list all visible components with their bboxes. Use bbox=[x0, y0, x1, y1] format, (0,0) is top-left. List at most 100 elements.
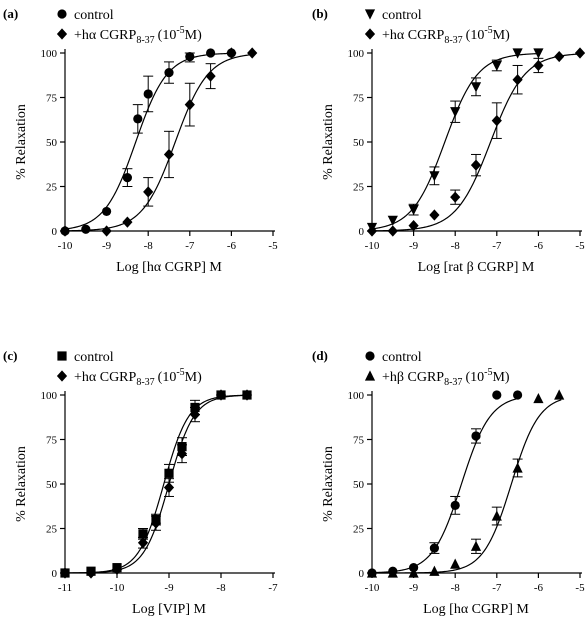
panel-d-series-1-point bbox=[513, 390, 523, 400]
panel-b-series-2-point bbox=[491, 115, 502, 127]
panel-d-label: (d) bbox=[312, 348, 328, 363]
panel-b-series-2-point bbox=[574, 47, 585, 59]
panel-b-ytick-label: 100 bbox=[348, 48, 365, 60]
panel-c-series-2-point bbox=[137, 537, 149, 549]
panel-d-series-2-point bbox=[366, 567, 378, 578]
panel-d-ylabel: % Relaxation bbox=[321, 446, 336, 522]
panel-b-series-2-point bbox=[470, 159, 482, 171]
panel-c-ytick-label: 25 bbox=[46, 524, 58, 536]
panel-b-ylabel: % Relaxation bbox=[321, 104, 336, 180]
panel-b-xlabel: Log [rat β CGRP] M bbox=[418, 260, 535, 275]
panel-b-series-2-point bbox=[450, 191, 461, 203]
panel-a-series-1-fit-curve bbox=[64, 52, 234, 230]
panel-d-xtick-label: -10 bbox=[365, 582, 380, 594]
panel-d-series-1-point bbox=[450, 500, 460, 510]
panel-a: (a) 0 25 50 75 100 -10 -9 -8 -7 -6 -5 Log [hα CGRP] … bbox=[3, 6, 278, 275]
panel-d: (d) 0 25 50 75 100 -10 -9 -8 -7 -6 -5 Log [hα CGRP] … bbox=[312, 348, 585, 617]
panel-c-legend-marker-1 bbox=[57, 351, 67, 361]
panel-a-xlabel: Log [hα CGRP] M bbox=[116, 260, 222, 275]
panel-d-xtick-label: -6 bbox=[534, 582, 544, 594]
panel-a-series-2-point bbox=[184, 99, 195, 111]
panel-c-legend-marker-2 bbox=[56, 370, 68, 382]
panel-c-xtick-label: -11 bbox=[58, 582, 72, 594]
panel-b-ytick-label: 25 bbox=[353, 182, 365, 194]
panel-b-series-1-point bbox=[470, 82, 482, 93]
panel-b-series-2-point bbox=[512, 74, 523, 86]
panel-b-series-2-point bbox=[366, 225, 378, 237]
panel-d-xlabel: Log [hα CGRP] M bbox=[423, 602, 529, 617]
panel-b-series-2-point bbox=[429, 209, 440, 221]
panel-b-legend-text-2: +hα CGRP8-37 (10-5M) bbox=[382, 25, 510, 46]
panel-d-xtick-label: -9 bbox=[409, 582, 419, 594]
panel-b-legend-text-1: control bbox=[382, 8, 422, 23]
panel-a-series-1-point bbox=[143, 89, 153, 99]
panel-a-xtick-label: -9 bbox=[102, 240, 112, 252]
panel-a-legend-marker-2 bbox=[56, 28, 68, 40]
panel-a-series-2 bbox=[59, 47, 258, 237]
panel-b-ytick-label: 75 bbox=[353, 93, 365, 105]
panel-b-series-2 bbox=[366, 47, 585, 237]
panel-b-xtick-label: -7 bbox=[492, 240, 502, 252]
panel-c-series-2-point bbox=[111, 563, 123, 576]
panel-c-series-2-point bbox=[215, 389, 227, 401]
panel-d-xtick-label: -7 bbox=[492, 582, 502, 594]
panel-a-series-2-point bbox=[101, 225, 112, 237]
panel-b-series-1-point bbox=[387, 215, 398, 226]
panel-b-ytick-label: 0 bbox=[359, 226, 365, 238]
panel-c-ylabel: % Relaxation bbox=[14, 446, 29, 522]
panel-d-legend-marker-2 bbox=[364, 370, 376, 381]
panel-a-xtick-label: -8 bbox=[144, 240, 154, 252]
panel-d-series-2-point bbox=[387, 567, 398, 578]
panel-b-series-1-point bbox=[512, 48, 523, 59]
panel-b-series-2-point bbox=[533, 59, 544, 72]
panel-d-series-2-point bbox=[512, 462, 523, 473]
panel-d-ytick-label: 0 bbox=[359, 568, 365, 580]
panel-b-series-1-point bbox=[450, 107, 461, 118]
panel-a-series-2-point bbox=[122, 216, 133, 228]
panel-a-legend-text-1: control bbox=[74, 8, 114, 23]
panel-a-ytick-label: 100 bbox=[41, 48, 58, 60]
panel-b-label: (b) bbox=[312, 6, 328, 21]
panel-c: (c) 0 25 50 75 100 -11 -10 -9 -8 -7 Log [VIP] M % Re… bbox=[3, 348, 278, 617]
panel-d-series-2-point bbox=[533, 392, 544, 404]
panel-a-series-2-point bbox=[247, 47, 258, 59]
panel-d-series-1-point bbox=[471, 431, 481, 441]
panel-d-series-2-point bbox=[470, 540, 482, 551]
panel-c-series-2-fit-curve bbox=[64, 394, 250, 574]
panel-d-ytick-label: 100 bbox=[348, 390, 365, 402]
panel-d-series-1-fit-curve bbox=[371, 397, 520, 574]
panel-a-ytick-label: 25 bbox=[46, 182, 58, 194]
panel-c-xlabel: Log [VIP] M bbox=[132, 602, 206, 617]
panel-d-series-2 bbox=[366, 389, 565, 578]
panel-c-xtick-label: -7 bbox=[268, 582, 278, 594]
panel-c-xtick-label: -9 bbox=[164, 582, 174, 594]
panel-c-ytick-label: 50 bbox=[46, 479, 58, 491]
panel-c-legend-text-2: +hα CGRP8-37 (10-5M) bbox=[74, 367, 202, 388]
panel-d-series-2-point bbox=[429, 565, 440, 576]
panel-b-xtick-label: -8 bbox=[451, 240, 461, 252]
panel-c-series-2-point bbox=[59, 567, 71, 579]
panel-d-legend-text-2: +hβ CGRP8-37 (10-5M) bbox=[382, 367, 510, 388]
panel-a-legend-text-2: +hα CGRP8-37 (10-5M) bbox=[74, 25, 202, 46]
panel-a-series-2-fit-curve bbox=[64, 53, 255, 232]
panel-b-series-2-point bbox=[408, 220, 419, 232]
panel-d-series-2-point bbox=[491, 510, 502, 521]
panel-c-series-2-point bbox=[176, 448, 188, 460]
panel-c-series-1-point bbox=[138, 529, 148, 539]
panel-d-xtick-label: -8 bbox=[451, 582, 461, 594]
panel-c-xtick-label: -10 bbox=[110, 582, 125, 594]
panel-b-series-2-point bbox=[387, 225, 398, 237]
panel-b-xtick-label: -6 bbox=[534, 240, 544, 252]
panel-d-series-1-point bbox=[429, 543, 439, 553]
panel-d-ytick-label: 50 bbox=[353, 479, 365, 491]
panel-d-legend-text-1: control bbox=[382, 350, 422, 365]
panel-a-ytick-label: 75 bbox=[46, 93, 58, 105]
panel-c-series-1-fit-curve bbox=[65, 394, 250, 574]
panel-c-series-2-point bbox=[189, 408, 201, 421]
panel-c-series-2-point bbox=[241, 389, 253, 401]
panel-b-series-1-point bbox=[491, 60, 502, 72]
panel-d-series-2-point bbox=[554, 389, 565, 400]
panel-d-series-1 bbox=[367, 390, 523, 578]
panel-a-series-1-point bbox=[122, 173, 132, 183]
panel-b-legend-marker-1 bbox=[364, 9, 376, 20]
